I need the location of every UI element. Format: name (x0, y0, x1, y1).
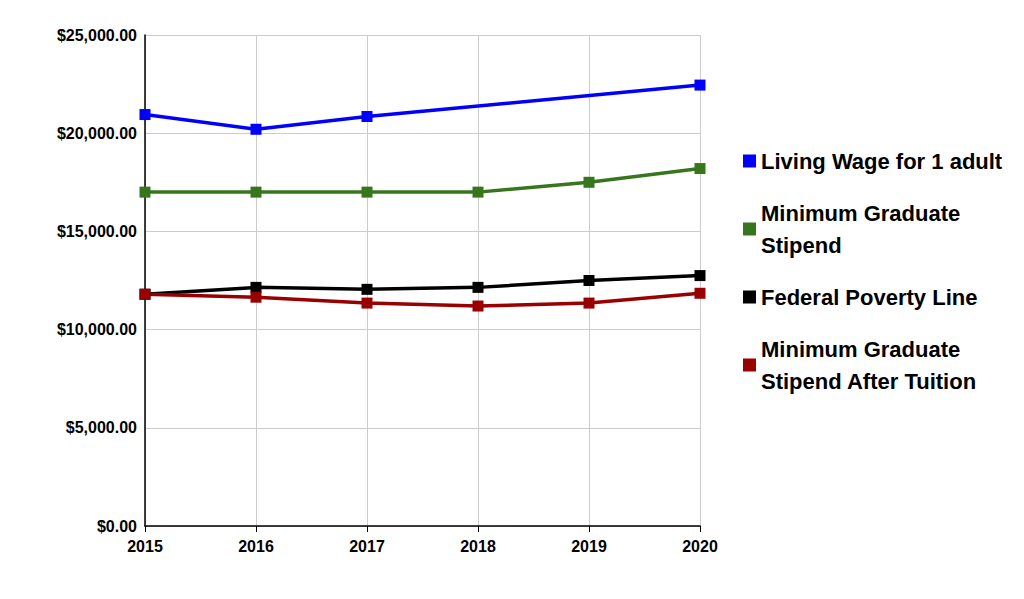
svg-text:Minimum Graduate: Minimum Graduate (761, 337, 966, 362)
svg-text:2020: 2020 (682, 538, 718, 555)
svg-text:$25,000.00: $25,000.00 (57, 27, 137, 44)
svg-text:$0.00: $0.00 (97, 518, 137, 535)
svg-text:Stipend: Stipend (761, 233, 842, 258)
svg-text:2017: 2017 (349, 538, 385, 555)
svg-text:$15,000.00: $15,000.00 (57, 223, 137, 240)
svg-text:Stipend After Tuition: Stipend After Tuition (761, 369, 976, 394)
svg-text:2019: 2019 (571, 538, 607, 555)
svg-text:$20,000.00: $20,000.00 (57, 125, 137, 142)
svg-text:Minimum Graduate: Minimum Graduate (761, 201, 966, 226)
svg-text:2018: 2018 (460, 538, 496, 555)
svg-text:$5,000.00: $5,000.00 (66, 419, 137, 436)
svg-text:Federal Poverty Line: Federal Poverty Line (761, 285, 977, 310)
svg-text:Living Wage for 1 adult: Living Wage for 1 adult (761, 149, 1003, 174)
svg-text:2015: 2015 (127, 538, 163, 555)
svg-text:2016: 2016 (238, 538, 274, 555)
svg-text:$10,000.00: $10,000.00 (57, 321, 137, 338)
